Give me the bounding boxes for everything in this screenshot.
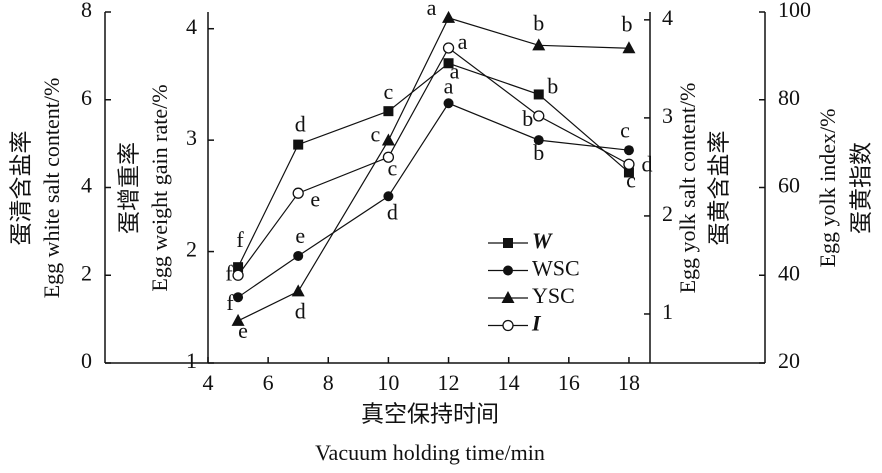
- series-line: [237, 47, 630, 276]
- significance-letter: b: [533, 10, 544, 35]
- y-axis-label-en: Egg weight gain rate/%: [147, 84, 172, 291]
- y-tick-label: 60: [778, 173, 800, 198]
- marker: [622, 41, 636, 54]
- marker: [443, 58, 454, 69]
- legend-marker: [503, 238, 513, 248]
- y-tick-label: 100: [778, 0, 811, 22]
- marker: [381, 133, 395, 146]
- marker: [293, 139, 304, 150]
- y-tick-label: 40: [778, 260, 800, 285]
- y-tick-label: 4: [662, 5, 673, 30]
- legend-marker: [503, 265, 513, 276]
- x-tick-label: 4: [203, 370, 214, 395]
- y-tick-label: 20: [778, 348, 800, 373]
- y-axis-label-en: Egg yolk salt content/%: [675, 83, 700, 294]
- marker: [443, 98, 454, 109]
- significance-letter: d: [295, 112, 306, 137]
- significance-letter: a: [458, 29, 468, 54]
- marker: [293, 250, 304, 261]
- y-tick-label: 3: [186, 125, 197, 150]
- series-line: [237, 62, 630, 268]
- significance-letter: a: [444, 73, 454, 98]
- marker: [442, 42, 455, 54]
- marker: [233, 262, 244, 273]
- significance-letter: d: [641, 151, 652, 176]
- y-axis-label-cn: 蛋增重率: [117, 142, 143, 234]
- significance-letter: f: [225, 260, 233, 285]
- significance-letter: b: [522, 106, 533, 131]
- y-tick-label: 0: [81, 348, 92, 373]
- marker: [533, 89, 544, 100]
- significance-letter: a: [450, 58, 460, 83]
- x-tick-label: 18: [618, 370, 640, 395]
- y-axis-label-cn: 蛋清含盐率: [9, 131, 35, 246]
- significance-letter: c: [388, 155, 398, 180]
- legend-label: I: [531, 311, 542, 336]
- significance-letter: d: [295, 298, 306, 323]
- y-axis-label-cn: 蛋黄含盐率: [707, 131, 733, 246]
- legend-marker: [501, 291, 515, 303]
- y-axis-label-cn: 蛋黄指数: [849, 142, 875, 234]
- marker: [383, 191, 394, 202]
- y-axis-label-en: Egg white salt content/%: [39, 78, 64, 299]
- marker: [442, 10, 456, 23]
- significance-letter: d: [387, 199, 398, 224]
- y-tick-label: 8: [81, 0, 92, 22]
- series-line: [237, 17, 629, 322]
- significance-letter: f: [236, 227, 244, 252]
- marker: [231, 313, 245, 326]
- significance-letter: f: [226, 290, 234, 315]
- y-axis-label-en: Egg yolk index/%: [815, 109, 840, 268]
- marker: [623, 158, 635, 170]
- y-tick-label: 3: [662, 103, 673, 128]
- marker: [623, 145, 634, 156]
- significance-letter: e: [310, 186, 320, 211]
- y-tick-label: 1: [186, 348, 197, 373]
- legend-label: W: [532, 228, 553, 253]
- y-tick-label: 80: [778, 85, 800, 110]
- significance-letter: c: [384, 79, 394, 104]
- marker: [382, 151, 395, 163]
- marker: [291, 284, 305, 297]
- y-tick-label: 2: [662, 201, 673, 226]
- y-tick-label: 4: [186, 14, 197, 39]
- y-tick-label: 2: [81, 260, 92, 285]
- significance-letter: b: [621, 11, 632, 36]
- significance-letter: e: [238, 318, 248, 343]
- significance-letter: c: [626, 168, 636, 193]
- y-tick-label: 2: [186, 237, 197, 262]
- legend-label: WSC: [532, 256, 580, 281]
- marker: [533, 110, 545, 122]
- significance-letter: e: [295, 223, 305, 248]
- x-tick-label: 8: [323, 370, 334, 395]
- significance-letter: a: [427, 0, 437, 20]
- significance-letter: c: [620, 117, 630, 142]
- x-axis-label-cn: 真空保持时间: [361, 402, 499, 428]
- marker: [383, 106, 394, 117]
- x-tick-label: 10: [377, 370, 399, 395]
- marker: [292, 187, 304, 199]
- x-tick-label: 12: [438, 370, 460, 395]
- y-tick-label: 6: [81, 85, 92, 110]
- significance-letter: b: [547, 74, 558, 99]
- legend-marker: [502, 319, 514, 332]
- marker: [623, 167, 634, 178]
- legend-label: YSC: [532, 283, 575, 308]
- marker: [532, 38, 546, 51]
- marker: [533, 135, 544, 146]
- x-axis-label-en: Vacuum holding time/min: [315, 440, 545, 465]
- x-tick-label: 6: [263, 370, 274, 395]
- significance-letter: b: [533, 140, 544, 165]
- significance-letter: c: [371, 121, 381, 146]
- x-tick-label: 16: [558, 370, 580, 395]
- series-line: [237, 102, 630, 298]
- marker: [232, 269, 244, 281]
- y-tick-label: 4: [81, 173, 92, 198]
- x-tick-label: 14: [498, 370, 520, 395]
- marker: [233, 292, 244, 303]
- y-tick-label: 1: [662, 299, 673, 324]
